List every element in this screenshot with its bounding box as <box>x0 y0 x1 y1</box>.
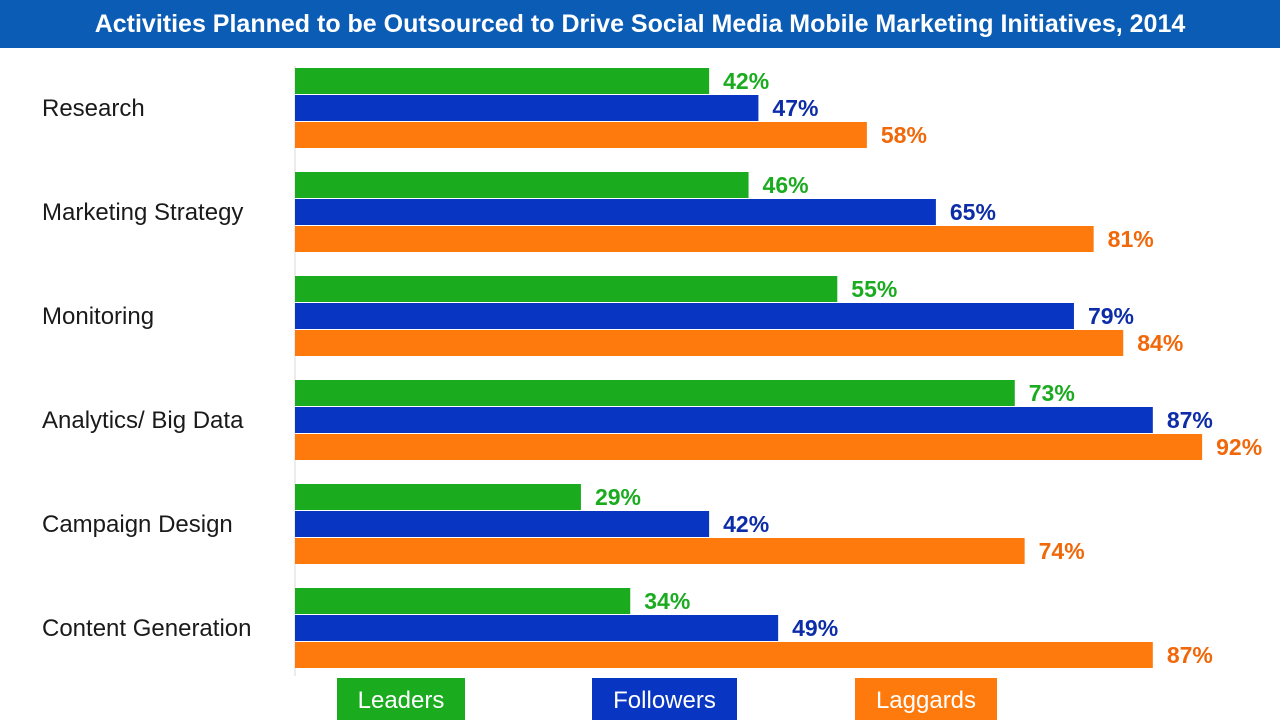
bar-followers-monitoring <box>295 303 1074 329</box>
legend-item-leaders: Leaders <box>337 678 465 720</box>
bar-leaders-campaign-design <box>295 484 581 510</box>
bar-followers-analytics-big-data <box>295 407 1153 433</box>
title-bar: Activities Planned to be Outsourced to D… <box>0 0 1280 48</box>
category-label-analytics-big-data: Analytics/ Big Data <box>42 407 244 434</box>
value-label-laggards-content-generation: 87% <box>1167 642 1213 668</box>
bar-leaders-marketing-strategy <box>295 172 749 198</box>
value-label-laggards-monitoring: 84% <box>1137 330 1183 356</box>
legend-swatch-laggards <box>855 678 997 720</box>
bar-leaders-monitoring <box>295 276 838 302</box>
value-label-leaders-research: 42% <box>723 68 769 94</box>
legend-label-leaders: Leaders <box>358 687 445 714</box>
value-label-followers-analytics-big-data: 87% <box>1167 407 1213 433</box>
bar-laggards-content-generation <box>295 642 1153 668</box>
category-label-marketing-strategy: Marketing Strategy <box>42 199 243 226</box>
value-label-laggards-research: 58% <box>881 122 927 148</box>
legend-label-followers: Followers <box>613 687 716 714</box>
legend-label-laggards: Laggards <box>876 687 976 714</box>
bar-laggards-marketing-strategy <box>295 226 1094 252</box>
bar-laggards-analytics-big-data <box>295 434 1203 460</box>
value-label-followers-monitoring: 79% <box>1088 303 1134 329</box>
value-label-laggards-marketing-strategy: 81% <box>1108 226 1154 252</box>
bar-followers-marketing-strategy <box>295 199 936 225</box>
category-label-monitoring: Monitoring <box>42 303 154 330</box>
legend-item-laggards: Laggards <box>855 678 997 720</box>
legend-swatch-followers <box>592 678 737 720</box>
value-label-laggards-campaign-design: 74% <box>1039 538 1085 564</box>
value-label-leaders-analytics-big-data: 73% <box>1029 380 1075 406</box>
bar-laggards-campaign-design <box>295 538 1025 564</box>
category-label-content-generation: Content Generation <box>42 615 251 642</box>
bar-laggards-research <box>295 122 867 148</box>
legend-swatch-leaders <box>337 678 465 720</box>
bar-followers-research <box>295 95 759 121</box>
value-label-followers-content-generation: 49% <box>792 615 838 641</box>
value-label-leaders-content-generation: 34% <box>644 588 690 614</box>
bar-followers-campaign-design <box>295 511 710 537</box>
bar-laggards-monitoring <box>295 330 1124 356</box>
chart-title: Activities Planned to be Outsourced to D… <box>94 9 1186 38</box>
category-label-campaign-design: Campaign Design <box>42 511 233 538</box>
bar-followers-content-generation <box>295 615 779 641</box>
value-label-leaders-campaign-design: 29% <box>595 484 641 510</box>
value-label-followers-research: 47% <box>772 95 818 121</box>
bar-leaders-analytics-big-data <box>295 380 1015 406</box>
value-label-followers-campaign-design: 42% <box>723 511 769 537</box>
category-label-research: Research <box>42 95 145 122</box>
value-label-followers-marketing-strategy: 65% <box>950 199 996 225</box>
bar-leaders-content-generation <box>295 588 631 614</box>
legend-item-followers: Followers <box>592 678 737 720</box>
value-label-leaders-marketing-strategy: 46% <box>763 172 809 198</box>
bar-leaders-research <box>295 68 710 94</box>
value-label-leaders-monitoring: 55% <box>851 276 897 302</box>
value-label-laggards-analytics-big-data: 92% <box>1216 434 1262 460</box>
